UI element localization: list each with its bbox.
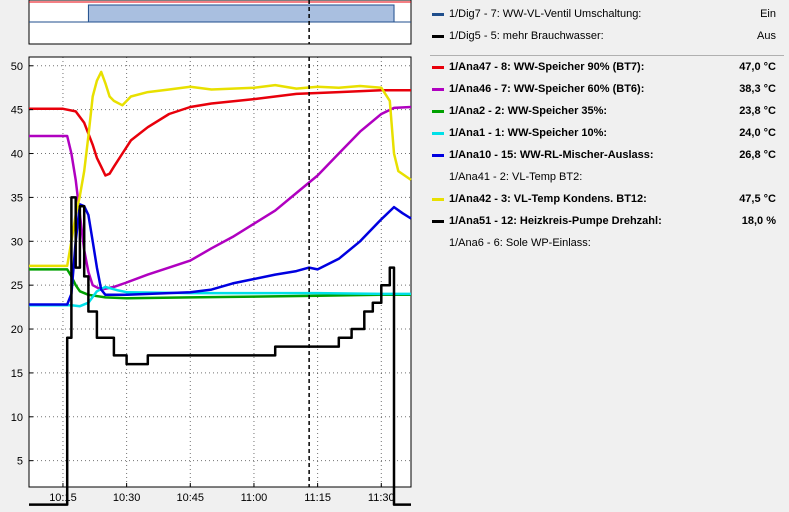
y-tick-label: 10 <box>11 412 23 424</box>
legend-swatch <box>432 87 444 91</box>
y-tick-label: 50 <box>11 61 23 73</box>
legend-panel: 1/Dig7 - 7: WW-VL-Ventil Umschaltung: Ei… <box>422 0 789 509</box>
legend-item[interactable]: 1/Ana46 - 7: WW-Speicher 60% (BT6): 38,3… <box>422 78 784 100</box>
legend-value: 38,3 °C <box>739 83 776 95</box>
y-tick-label: 35 <box>11 192 23 204</box>
digital-on-block <box>87 4 395 23</box>
legend-value: 47,5 °C <box>739 193 776 205</box>
legend-item[interactable]: 1/Ana51 - 12: Heizkreis-Pumpe Drehzahl: … <box>422 210 784 232</box>
plot-frame <box>28 56 412 488</box>
legend-value: 24,0 °C <box>739 127 776 139</box>
y-tick-label: 20 <box>11 324 23 336</box>
legend-item[interactable]: 1/Ana1 - 1: WW-Speicher 10%: 24,0 °C <box>422 122 784 144</box>
y-tick-label: 5 <box>17 456 23 468</box>
series-line <box>29 203 412 306</box>
legend-value: 47,0 °C <box>739 61 776 73</box>
legend-swatch <box>432 153 444 157</box>
legend-item[interactable]: 1/Ana41 - 2: VL-Temp BT2: <box>422 166 784 188</box>
legend-swatch <box>432 65 444 69</box>
legend-item[interactable]: 1/Dig5 - 5: mehr Brauchwasser: Aus <box>422 25 784 47</box>
legend-label: 1/Ana51 - 12: Heizkreis-Pumpe Drehzahl: <box>449 215 662 227</box>
series-line <box>29 285 411 308</box>
x-tick-label: 10:15 <box>49 492 77 504</box>
series-layer <box>29 70 412 506</box>
legend-swatch <box>432 109 444 113</box>
legend-item[interactable]: 1/Ana42 - 3: VL-Temp Kondens. BT12: 47,5… <box>422 188 784 210</box>
series-line <box>29 196 411 506</box>
legend-item[interactable]: 1/Dig7 - 7: WW-VL-Ventil Umschaltung: Ei… <box>422 3 784 25</box>
x-tick-label: 11:00 <box>241 492 268 504</box>
x-tick-label: 11:30 <box>368 492 395 504</box>
x-tick-label: 11:15 <box>304 492 331 504</box>
legend-item[interactable]: 1/Ana10 - 15: WW-RL-Mischer-Auslass: 26,… <box>422 144 784 166</box>
legend-value: Aus <box>757 30 776 42</box>
legend-label: 1/Ana2 - 2: WW-Speicher 35%: <box>449 105 608 117</box>
legend-label: 1/Ana1 - 1: WW-Speicher 10%: <box>449 127 608 139</box>
digital-panel <box>28 0 412 45</box>
legend-swatch <box>432 131 444 135</box>
y-tick-label: 40 <box>11 149 23 161</box>
legend-value: 23,8 °C <box>739 105 776 117</box>
legend-divider <box>430 55 784 56</box>
y-tick-label: 15 <box>11 368 23 380</box>
y-tick-label: 25 <box>11 280 23 292</box>
legend-label: 1/Ana41 - 2: VL-Temp BT2: <box>449 171 583 183</box>
legend-swatch <box>432 12 444 16</box>
legend-label: 1/Ana47 - 8: WW-Speicher 90% (BT7): <box>449 61 645 73</box>
legend-swatch <box>432 219 444 223</box>
legend-value: 26,8 °C <box>739 149 776 161</box>
legend-item[interactable]: 1/Ana2 - 2: WW-Speicher 35%: 23,8 °C <box>422 100 784 122</box>
legend-label: 1/Ana46 - 7: WW-Speicher 60% (BT6): <box>449 83 645 95</box>
legend-label: 1/Dig7 - 7: WW-VL-Ventil Umschaltung: <box>449 8 642 20</box>
legend-value: 18,0 % <box>741 215 776 227</box>
y-tick-label: 45 <box>11 105 23 117</box>
legend-item[interactable]: 1/Ana47 - 8: WW-Speicher 90% (BT7): 47,0… <box>422 56 784 78</box>
legend-label: 1/Ana10 - 15: WW-RL-Mischer-Auslass: <box>449 149 654 161</box>
legend-item[interactable]: 1/Ana6 - 6: Sole WP-Einlass: <box>422 232 784 254</box>
legend-value: Ein <box>760 8 776 20</box>
y-axis: 5 10 15 20 25 30 35 40 45 50 <box>11 61 33 468</box>
legend-label: 1/Dig5 - 5: mehr Brauchwasser: <box>449 30 604 42</box>
series-line <box>29 89 411 177</box>
legend-swatch <box>432 176 444 179</box>
legend-swatch <box>432 197 444 201</box>
y-tick-label: 30 <box>11 236 23 248</box>
chart-svg: 5 10 15 20 25 30 35 40 45 50 10:15 10:30 10:45 11:00… <box>10 0 412 506</box>
series-line <box>29 70 412 268</box>
legend-swatch <box>432 34 444 38</box>
chart-area: 5 10 15 20 25 30 35 40 45 50 10:15 10:30 10:45 11:00… <box>10 0 412 506</box>
x-tick-label: 10:45 <box>177 492 205 504</box>
legend-label: 1/Ana6 - 6: Sole WP-Einlass: <box>449 237 591 249</box>
x-axis: 10:15 10:30 10:45 11:00 11:15 11:30 <box>49 483 395 504</box>
legend-label: 1/Ana42 - 3: VL-Temp Kondens. BT12: <box>449 193 647 205</box>
legend-swatch <box>432 242 444 245</box>
x-tick-label: 10:30 <box>113 492 141 504</box>
